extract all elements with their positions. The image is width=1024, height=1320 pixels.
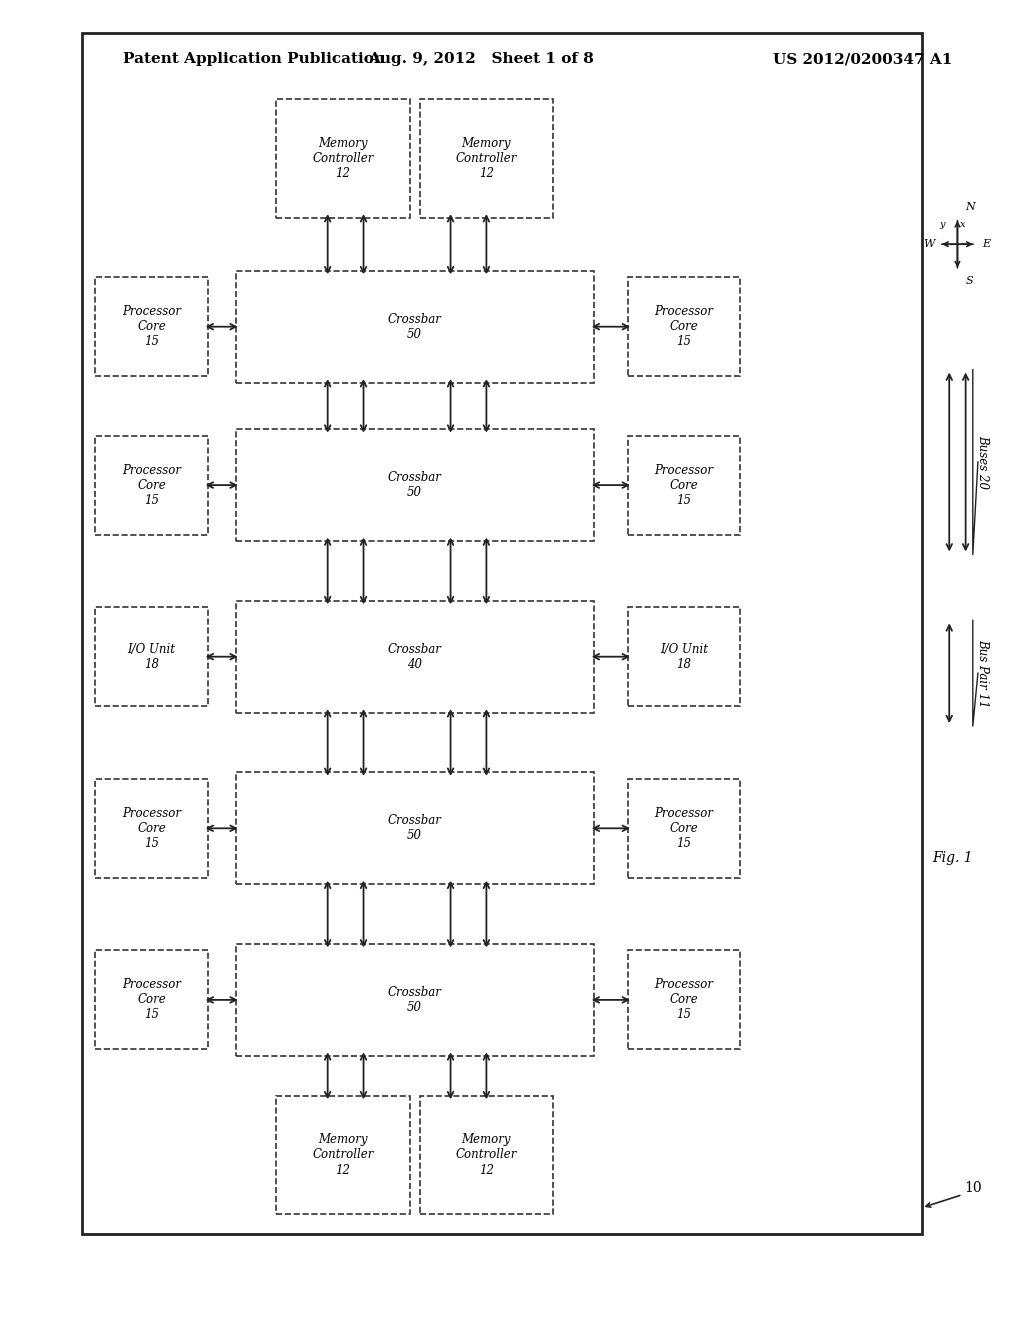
Text: Processor
Core
15: Processor Core 15 bbox=[122, 978, 181, 1022]
FancyBboxPatch shape bbox=[628, 950, 740, 1049]
Text: Processor
Core
15: Processor Core 15 bbox=[654, 305, 714, 348]
FancyBboxPatch shape bbox=[628, 277, 740, 376]
Text: Memory
Controller
12: Memory Controller 12 bbox=[312, 137, 374, 180]
FancyBboxPatch shape bbox=[236, 944, 594, 1056]
Text: Aug. 9, 2012   Sheet 1 of 8: Aug. 9, 2012 Sheet 1 of 8 bbox=[369, 53, 594, 66]
Text: S: S bbox=[966, 276, 974, 286]
Text: Memory
Controller
12: Memory Controller 12 bbox=[312, 1134, 374, 1176]
Text: y: y bbox=[939, 220, 945, 228]
Text: Memory
Controller
12: Memory Controller 12 bbox=[456, 1134, 517, 1176]
Text: Crossbar
40: Crossbar 40 bbox=[388, 643, 441, 671]
FancyBboxPatch shape bbox=[95, 277, 208, 376]
FancyBboxPatch shape bbox=[628, 779, 740, 878]
FancyBboxPatch shape bbox=[236, 429, 594, 541]
FancyBboxPatch shape bbox=[95, 950, 208, 1049]
FancyBboxPatch shape bbox=[95, 607, 208, 706]
FancyBboxPatch shape bbox=[276, 1096, 410, 1214]
Text: x: x bbox=[959, 220, 966, 228]
Text: Processor
Core
15: Processor Core 15 bbox=[122, 305, 181, 348]
FancyBboxPatch shape bbox=[82, 33, 922, 1234]
FancyBboxPatch shape bbox=[236, 601, 594, 713]
Text: W: W bbox=[923, 239, 935, 249]
Text: Crossbar
50: Crossbar 50 bbox=[388, 471, 441, 499]
Text: Processor
Core
15: Processor Core 15 bbox=[654, 463, 714, 507]
Text: Processor
Core
15: Processor Core 15 bbox=[122, 463, 181, 507]
Text: Bus Pair 11: Bus Pair 11 bbox=[977, 639, 989, 708]
Text: Patent Application Publication: Patent Application Publication bbox=[123, 53, 385, 66]
FancyBboxPatch shape bbox=[95, 779, 208, 878]
FancyBboxPatch shape bbox=[236, 772, 594, 884]
FancyBboxPatch shape bbox=[420, 99, 553, 218]
Text: I/O Unit
18: I/O Unit 18 bbox=[660, 643, 708, 671]
Text: E: E bbox=[982, 239, 990, 249]
Text: N: N bbox=[965, 202, 975, 213]
Text: Crossbar
50: Crossbar 50 bbox=[388, 986, 441, 1014]
Text: Processor
Core
15: Processor Core 15 bbox=[654, 978, 714, 1022]
Text: 10: 10 bbox=[964, 1181, 982, 1195]
FancyBboxPatch shape bbox=[236, 271, 594, 383]
Text: Memory
Controller
12: Memory Controller 12 bbox=[456, 137, 517, 180]
FancyBboxPatch shape bbox=[276, 99, 410, 218]
FancyBboxPatch shape bbox=[95, 436, 208, 535]
FancyBboxPatch shape bbox=[628, 607, 740, 706]
FancyBboxPatch shape bbox=[628, 436, 740, 535]
Text: Crossbar
50: Crossbar 50 bbox=[388, 814, 441, 842]
FancyBboxPatch shape bbox=[420, 1096, 553, 1214]
Text: I/O Unit
18: I/O Unit 18 bbox=[128, 643, 175, 671]
Text: Processor
Core
15: Processor Core 15 bbox=[122, 807, 181, 850]
Text: Crossbar
50: Crossbar 50 bbox=[388, 313, 441, 341]
Text: Fig. 1: Fig. 1 bbox=[932, 851, 973, 865]
Text: Buses 20: Buses 20 bbox=[977, 436, 989, 488]
Text: Processor
Core
15: Processor Core 15 bbox=[654, 807, 714, 850]
Text: US 2012/0200347 A1: US 2012/0200347 A1 bbox=[773, 53, 952, 66]
